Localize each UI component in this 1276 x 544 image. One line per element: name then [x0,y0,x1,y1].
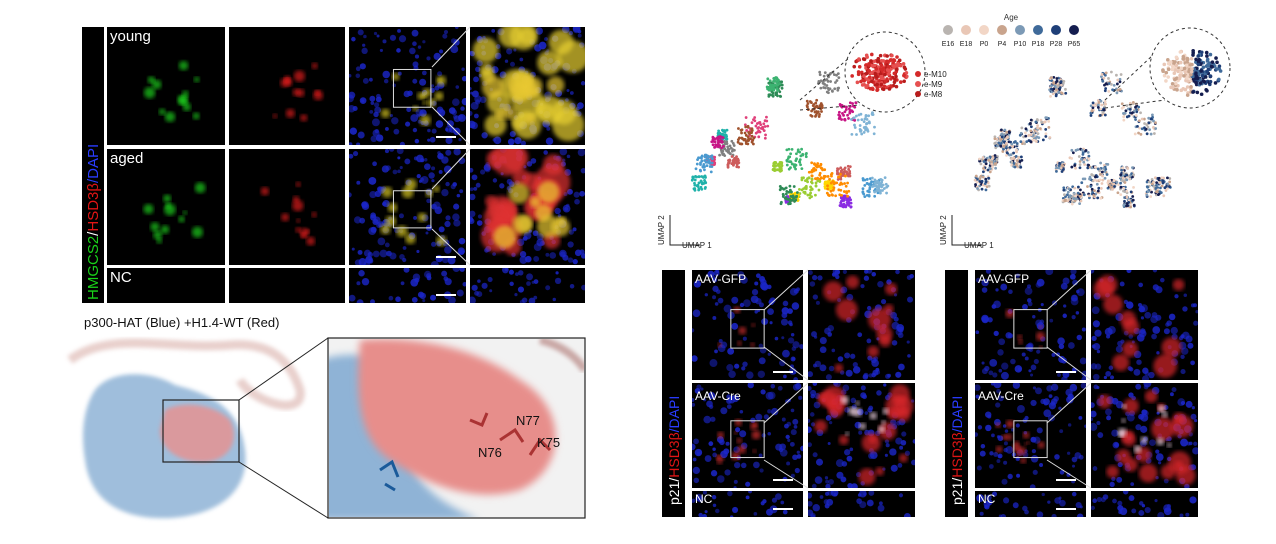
residue-label: N77 [516,413,540,428]
axis-label: UMAP 1 [964,241,994,250]
label-strip [945,270,968,517]
axis-label: UMAP 2 [657,215,666,245]
condition-label: AAV-GFP [695,272,746,286]
image-tile [1091,491,1198,517]
structure-title: p300-HAT (Blue) +H1.4-WT (Red) [84,315,279,330]
stain-label: p21/HSD3β/DAPI [666,396,682,505]
legend-swatch [915,91,921,97]
condition-label: aged [110,150,143,167]
legend-label: P65 [1068,41,1081,48]
structure-panel: p300-HAT (Blue) +H1.4-WT (Red) N77 N76 K… [67,315,586,519]
image-tile [229,268,345,303]
legend-label: e-M8 [924,90,943,99]
p21-panel: p21/HSD3β/DAPI AAV-GFP AAV-Cre NC [945,269,1198,517]
condition-label: NC [978,492,996,506]
residue-label: K75 [537,435,560,450]
legend-swatch [997,25,1007,35]
image-tile [107,27,225,145]
legend-swatch [915,81,921,87]
axis-label: UMAP 1 [682,241,712,250]
legend-swatch [1033,25,1043,35]
age-legend: E16 E18 P0 P4 P10 P18 P28 P65 [942,25,1081,48]
axis-label: UMAP 2 [939,215,948,245]
legend-label: e-M9 [924,80,943,89]
stain-label: p21/HSD3β/DAPI [949,396,965,505]
legend-label: P28 [1050,41,1063,48]
umap-clusters [690,70,890,209]
condition-label: NC [695,492,713,506]
label-strip [662,270,685,517]
condition-label: AAV-GFP [978,272,1029,286]
legend-title: Age [1004,13,1019,22]
legend-label: E16 [942,41,955,48]
protein-overview [67,337,329,519]
legend-label: P0 [980,41,989,48]
legend-swatch [943,25,953,35]
legend-label: P10 [1014,41,1027,48]
residue-label: N76 [478,445,502,460]
legend-swatch [1015,25,1025,35]
legend-swatch [979,25,989,35]
legend-swatch [961,25,971,35]
legend-swatch [1069,25,1079,35]
condition-label: young [110,28,151,45]
umap-age [973,70,1172,209]
label-strip [82,27,104,303]
image-grid [107,26,585,303]
condition-label: NC [110,269,132,286]
p21-panel: p21/HSD3β/DAPI AAV-GFP AAV-Cre NC [662,269,915,517]
image-tile [692,383,803,488]
image-tile [229,149,345,265]
image-tile [107,268,225,303]
umap-axes [669,215,982,246]
legend-swatch [915,71,921,77]
legend-label: e-M10 [924,70,947,79]
stain-label: HMGCS2/HSD3β/DAPI [85,144,102,300]
condition-label: AAV-Cre [978,389,1024,403]
legend-label: P18 [1032,41,1045,48]
legend-swatch [1051,25,1061,35]
microscopy-panel: HMGCS2/HSD3β/DAPI young aged NC [82,26,585,303]
legend-label: E18 [960,41,973,48]
protein-inset: N77 N76 K75 [327,337,586,519]
condition-label: AAV-Cre [695,389,741,403]
legend-label: P4 [998,41,1007,48]
